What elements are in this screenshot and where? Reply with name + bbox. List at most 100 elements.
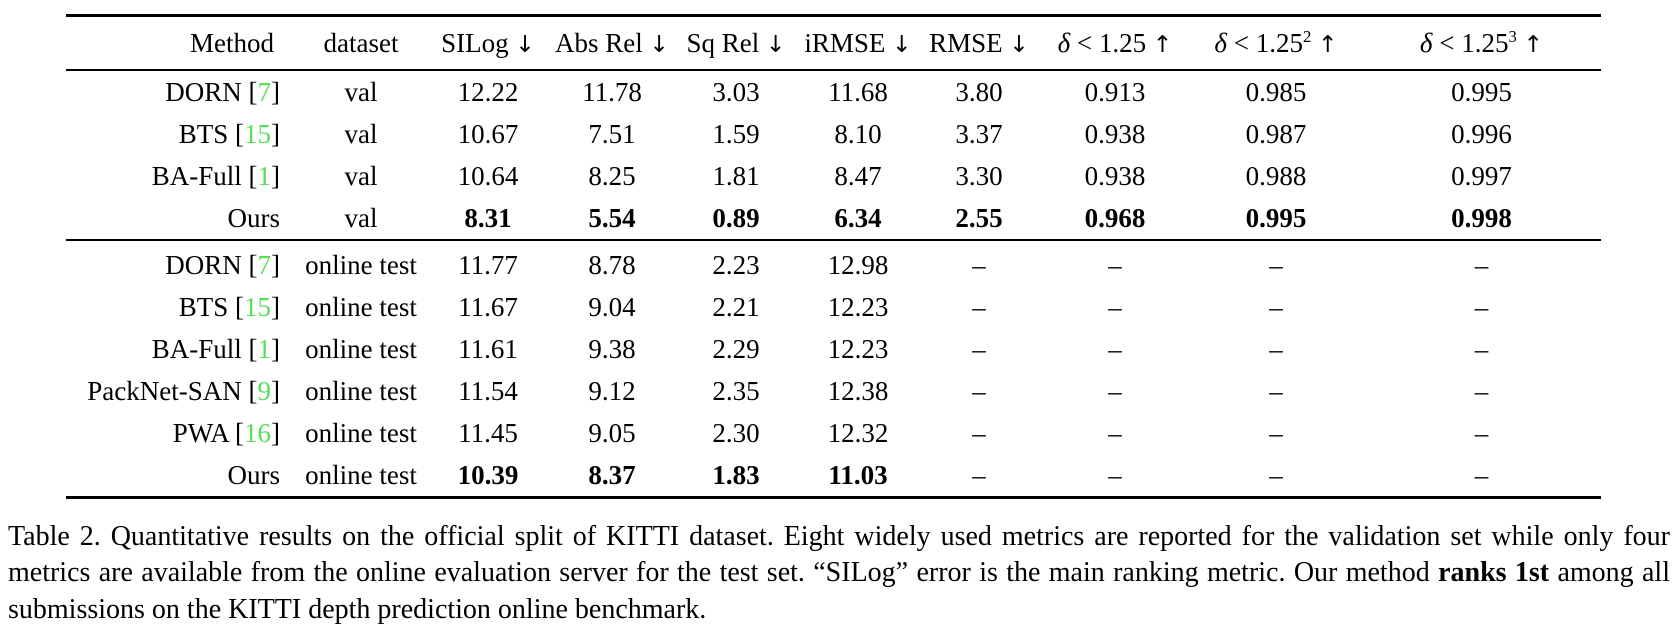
delta-symbol: δ	[1419, 27, 1433, 58]
dataset-cell: val	[344, 160, 378, 191]
metric-cell: 8.25	[588, 160, 636, 191]
metric-cell: 0.996	[1451, 118, 1512, 149]
metric-cell: 8.37	[588, 459, 636, 490]
dataset-cell: val	[344, 76, 378, 107]
citation-link[interactable]: 1	[257, 160, 272, 191]
citation-link[interactable]: 16	[244, 417, 271, 448]
metric-cell: –	[1269, 417, 1283, 448]
citation-link[interactable]: 9	[257, 375, 272, 406]
column-header: RMSE ↓	[929, 27, 1029, 58]
metric-cell: 1.83	[712, 459, 760, 490]
metric-cell: 9.04	[588, 291, 636, 322]
metric-cell: –	[1269, 375, 1283, 406]
metric-cell: 12.98	[798, 239, 918, 286]
metric-cell: 10.67	[457, 118, 519, 149]
up-arrow-icon: ↑	[1318, 30, 1338, 58]
metric-cell: 2.23	[674, 239, 798, 286]
table-row: PackNet-SAN [9] online test 11.54 9.12 2.35 1…	[66, 370, 1601, 412]
metric-cell: 8.31	[464, 202, 512, 233]
metric-cell: 9.12	[588, 375, 636, 406]
table-row: DORN [7] online test 11.77 8.78 2.23 12.98– – –…	[66, 239, 1601, 286]
metric-cell: –	[1190, 239, 1362, 286]
metric-cell: 0.998	[1451, 202, 1512, 233]
method-cell: BA-Full [1]	[151, 333, 280, 364]
down-arrow-icon: ↓	[1009, 30, 1029, 58]
metric-cell: 0.995	[1245, 202, 1307, 233]
column-header: δ < 1.25 ↑	[1057, 27, 1173, 58]
metric-cell: 3.80	[955, 76, 1003, 107]
metric-cell: –	[1474, 459, 1489, 490]
metric-cell: 11.45	[458, 417, 518, 448]
metric-cell: 1.59	[712, 118, 760, 149]
table-row: BA-Full [1] val 10.64 8.25 1.81 8.47 3.30 0.938…	[66, 155, 1601, 197]
metric-cell: 12.23	[827, 291, 889, 322]
citation-link[interactable]: 1	[257, 333, 272, 364]
column-header: δ < 1.253 ↑	[1419, 26, 1544, 58]
citation-link[interactable]: 7	[257, 249, 272, 280]
metric-cell: –	[1474, 375, 1489, 406]
up-arrow-icon: ↑	[1523, 30, 1544, 58]
metric-cell: 2.35	[712, 375, 760, 406]
column-header: Sq Rel ↓	[686, 27, 786, 58]
metric-cell: –	[918, 239, 1040, 286]
metric-cell: 0.968	[1084, 202, 1146, 233]
metric-cell: 2.30	[712, 417, 760, 448]
metric-cell: –	[1108, 417, 1122, 448]
metric-cell: –	[1108, 291, 1122, 322]
metric-cell: 0.987	[1245, 118, 1307, 149]
metric-cell: 12.32	[827, 417, 889, 448]
metric-cell: 8.78	[550, 239, 674, 286]
metric-cell: 0.985	[1245, 76, 1307, 107]
metric-cell: 8.10	[834, 118, 882, 149]
results-table-wrapper: Method dataset SILog ↓ Abs Rel ↓ Sq Rel ↓ iRM…	[66, 14, 1678, 499]
table-row: BA-Full [1] online test 11.61 9.38 2.29 12.23…	[66, 328, 1601, 370]
citation-link[interactable]: 15	[244, 291, 271, 322]
metric-cell: 9.38	[588, 333, 636, 364]
citation-link[interactable]: 15	[244, 118, 271, 149]
column-header: Method	[190, 27, 274, 58]
metric-cell: –	[972, 459, 986, 490]
metric-cell: –	[1269, 333, 1283, 364]
metric-cell: 8.47	[834, 160, 882, 191]
dataset-cell: online test	[305, 417, 417, 448]
metric-cell: 12.38	[827, 375, 889, 406]
citation-link[interactable]: 7	[257, 76, 272, 107]
metric-cell: –	[1040, 239, 1190, 286]
down-arrow-icon: ↓	[649, 30, 669, 58]
metric-cell: 2.55	[955, 202, 1003, 233]
metric-cell: 10.64	[457, 160, 519, 191]
delta-symbol: δ	[1214, 27, 1227, 58]
column-header: dataset	[323, 27, 399, 58]
table-row: Ours val 8.31 5.54 0.89 6.34 2.55 0.968 0.995 0.9…	[66, 197, 1601, 240]
exponent: 3	[1508, 26, 1517, 46]
metric-cell: 2.21	[712, 291, 760, 322]
delta-symbol: δ	[1057, 27, 1071, 58]
dataset-cell: online test	[296, 239, 426, 286]
table-row: BTS [15] val 10.67 7.51 1.59 8.10 3.37 0.938 0.9…	[66, 113, 1601, 155]
table-header-row: Method dataset SILog ↓ Abs Rel ↓ Sq Rel ↓ iRM…	[66, 16, 1601, 70]
metric-cell: –	[972, 333, 986, 364]
metric-cell: 12.23	[827, 333, 889, 364]
metric-cell: –	[1474, 417, 1489, 448]
metric-cell: 7.51	[588, 118, 636, 149]
caption-bold-text: ranks 1st	[1438, 557, 1550, 589]
table-caption: Table 2. Quantitative results on the off…	[8, 519, 1670, 628]
down-arrow-icon: ↓	[515, 30, 535, 58]
dataset-cell: online test	[305, 459, 417, 490]
table-row: BTS [15] online test 11.67 9.04 2.21 12.23 – – –…	[66, 286, 1601, 328]
metric-cell: –	[1108, 459, 1122, 490]
method-cell: BTS [15]	[178, 291, 280, 322]
metric-cell: 3.03	[712, 76, 760, 107]
up-arrow-icon: ↑	[1152, 30, 1173, 58]
metric-cell: 11.68	[828, 76, 888, 107]
metric-cell: 0.938	[1084, 118, 1146, 149]
metric-cell: 0.988	[1245, 160, 1307, 191]
metric-cell: 0.89	[712, 202, 760, 233]
column-header: Abs Rel ↓	[555, 27, 669, 58]
dataset-cell: online test	[305, 375, 417, 406]
metric-cell: 11.54	[458, 375, 518, 406]
metric-cell: 0.995	[1451, 76, 1512, 107]
metric-cell: 3.30	[955, 160, 1003, 191]
metric-cell: 9.05	[588, 417, 636, 448]
table-row: Ours online test 10.39 8.37 1.83 11.03 – – – –	[66, 454, 1601, 498]
